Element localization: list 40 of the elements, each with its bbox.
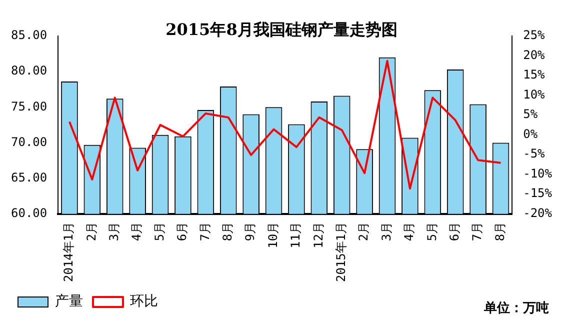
x-tick-label: 4月 — [130, 222, 144, 242]
x-tick-label: 10月 — [266, 222, 280, 248]
chart-title: 2015年8月我国硅钢产量走势图 — [166, 20, 398, 39]
y2-tick-label: 10% — [523, 87, 546, 102]
y-tick-label: 75.00 — [11, 99, 48, 114]
text: 单位：万吨 — [484, 300, 549, 317]
y2-tick-label: 15% — [523, 68, 546, 82]
x-tick-label: 12月 — [311, 222, 326, 248]
x-tick-label: 5月 — [152, 222, 166, 242]
legend-label: 环比 — [130, 294, 158, 310]
x-tick-label: 5月 — [424, 222, 439, 242]
x-tick-label: 2月 — [356, 222, 371, 242]
x-tick-label: 8月 — [220, 222, 234, 242]
x-tick-label: 2月 — [84, 222, 98, 242]
y2-tick-label: 20% — [523, 48, 546, 62]
y2-tick-label: -15% — [523, 186, 553, 200]
y2-tick-label: 5% — [523, 107, 538, 122]
y2-tick-label: 25% — [523, 28, 546, 42]
y2-tick-label: 0% — [523, 126, 538, 141]
y2-tick-label: -10% — [523, 166, 553, 180]
x-tick-label: 2014年1月 — [62, 222, 76, 282]
y-tick-label: 85.00 — [11, 28, 48, 42]
y-tick-label: 60.00 — [11, 206, 48, 220]
x-tick-label: 4月 — [402, 222, 416, 242]
x-tick-label: 11月 — [288, 222, 303, 248]
x-tick-label: 9月 — [243, 222, 258, 242]
x-tick-label: 2015年1月 — [334, 222, 348, 282]
x-tick-label: 7月 — [198, 222, 212, 242]
x-tick-label: 8月 — [492, 222, 507, 242]
x-tick-label: 3月 — [106, 222, 121, 242]
y2-tick-label: -20% — [523, 206, 553, 220]
y-tick-label: 70.00 — [11, 134, 48, 149]
x-tick-label: 7月 — [470, 222, 484, 242]
x-tick-label: 3月 — [379, 222, 394, 242]
y-tick-label: 65.00 — [11, 170, 48, 184]
legend-label: 产量 — [55, 294, 83, 310]
x-tick-label: 6月 — [175, 222, 190, 242]
x-tick-label: 6月 — [447, 222, 462, 242]
y2-tick-label: -5% — [523, 146, 546, 161]
y-tick-label: 80.00 — [11, 64, 48, 78]
